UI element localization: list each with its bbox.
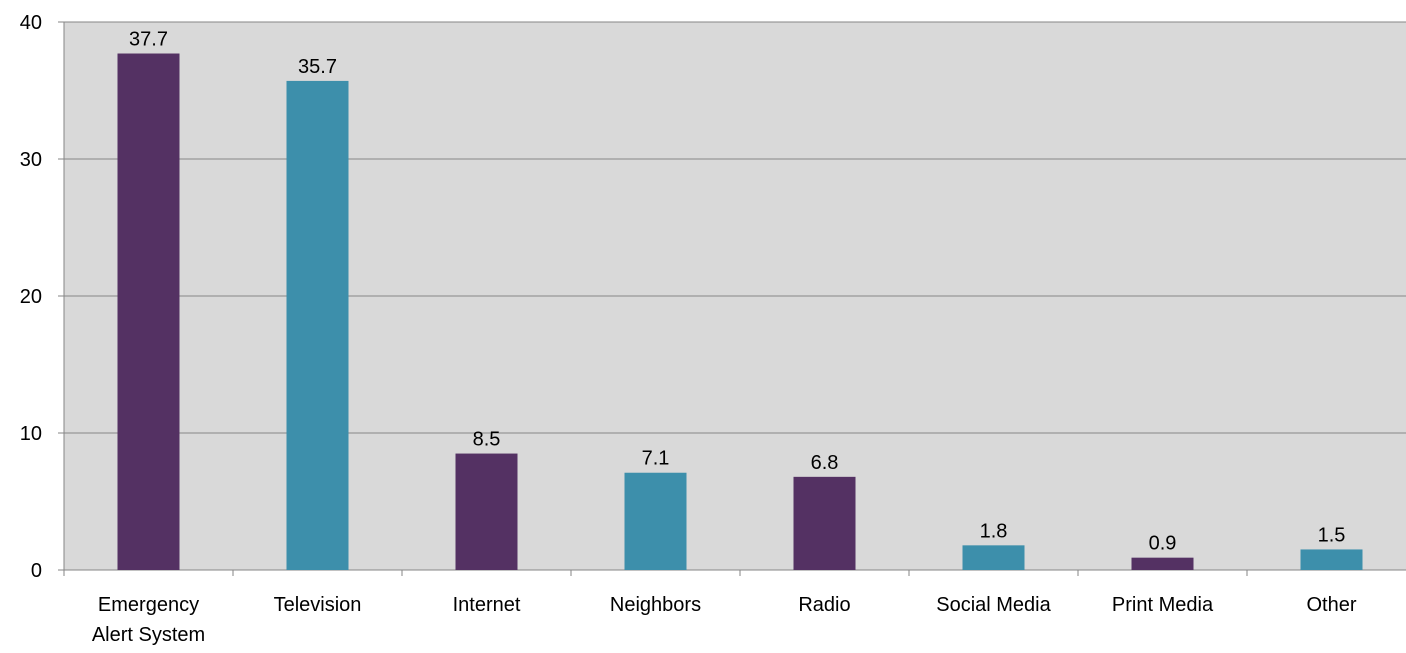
- category-label: Radio: [798, 594, 850, 616]
- category-label: Neighbors: [610, 594, 701, 616]
- data-label: 1.5: [1318, 524, 1346, 546]
- data-label: 8.5: [473, 429, 501, 451]
- data-label: 37.7: [129, 29, 168, 51]
- data-label: 6.8: [811, 452, 839, 474]
- category-label-line: Print Media: [1112, 594, 1214, 616]
- y-tick-label: 30: [20, 149, 42, 171]
- data-label: 0.9: [1149, 533, 1177, 555]
- bar: [962, 545, 1025, 570]
- bar: [624, 472, 687, 570]
- bar: [1131, 557, 1194, 570]
- category-label: Other: [1306, 594, 1356, 616]
- category-label-line: Neighbors: [610, 594, 701, 616]
- category-label-line: Alert System: [92, 624, 205, 646]
- category-label-line: Radio: [798, 594, 850, 616]
- y-tick-label: 40: [20, 12, 42, 34]
- category-label-line: Emergency: [98, 594, 199, 616]
- category-label-line: Other: [1306, 594, 1356, 616]
- data-label: 1.8: [980, 520, 1008, 542]
- y-tick-label: 0: [31, 560, 42, 582]
- bar: [1300, 549, 1363, 570]
- data-label: 7.1: [642, 448, 670, 470]
- data-labels: 37.7 35.7 8.5 7.1 6.8 1.8 0.9 1.5: [129, 29, 1345, 555]
- category-label: Emergency Alert System: [92, 594, 205, 646]
- bar: [455, 453, 518, 570]
- category-label: Social Media: [936, 594, 1051, 616]
- category-label-line: Social Media: [936, 594, 1051, 616]
- y-axis-tick-labels: 0 10 20 30 40: [20, 12, 42, 582]
- bars: [117, 53, 1363, 570]
- y-tick-label: 10: [20, 423, 42, 445]
- category-label: Internet: [453, 594, 521, 616]
- category-label-line: Internet: [453, 594, 521, 616]
- bar: [286, 80, 349, 570]
- data-label: 35.7: [298, 56, 337, 78]
- bar: [117, 53, 180, 570]
- x-axis-category-labels: Emergency Alert System Television Internet N…: [92, 594, 1357, 646]
- bar: [793, 476, 856, 570]
- category-label-line: Television: [274, 594, 362, 616]
- category-label: Print Media: [1112, 594, 1214, 616]
- category-label: Television: [274, 594, 362, 616]
- y-tick-label: 20: [20, 286, 42, 308]
